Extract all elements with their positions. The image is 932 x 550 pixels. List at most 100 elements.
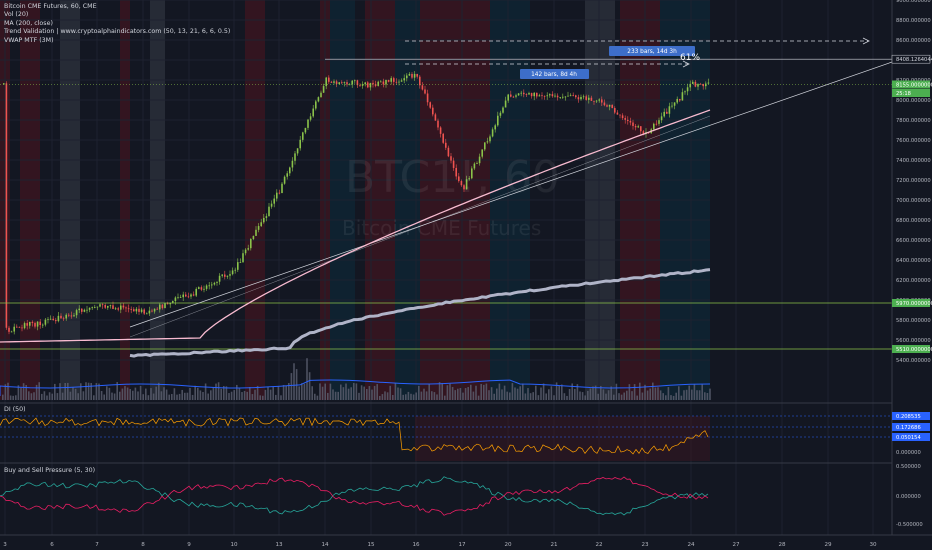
candle-body (601, 99, 603, 103)
volume-bar (329, 383, 332, 400)
volume-bar (43, 391, 46, 400)
candle-body (590, 97, 593, 101)
legend-ma[interactable]: MA (200, close) (4, 19, 53, 27)
volume-bar (293, 363, 295, 400)
candle-body (528, 93, 530, 95)
volume-bar (410, 393, 412, 400)
candle-body (57, 315, 60, 322)
volume-bar (41, 393, 43, 400)
candle-body (413, 73, 416, 78)
volume-bar (613, 394, 615, 400)
volume-bar (61, 392, 64, 400)
volume-bar (204, 383, 207, 400)
volume-bar (215, 383, 217, 400)
candle-body (229, 274, 231, 276)
volume-bar (550, 386, 553, 400)
chart-grid (0, 0, 874, 535)
volume-bar (230, 391, 233, 400)
candle-body (348, 84, 351, 86)
candle-body (655, 123, 658, 125)
volume-bar (285, 385, 287, 400)
candle-body (403, 78, 405, 81)
price-axis[interactable]: 9000.0000008800.0000008600.0000008400.00… (891, 0, 932, 535)
candle-body (312, 108, 314, 117)
volume-bar (210, 390, 212, 400)
candle-body (421, 85, 424, 90)
candle-body (385, 79, 387, 85)
legend-title[interactable]: Bitcoin CME Futures, 60, CME (4, 3, 97, 10)
candle-body (523, 92, 525, 95)
volume-bar (108, 387, 111, 400)
volume-bar (150, 388, 152, 400)
candle-body (551, 94, 554, 97)
volume-bar (85, 382, 87, 400)
volume-bar (496, 388, 498, 400)
candle-body (286, 173, 288, 177)
candle-body (452, 160, 455, 168)
candle-body (494, 125, 496, 130)
candle-body (676, 98, 678, 103)
volume-bar (116, 382, 118, 400)
volume-bar (298, 386, 300, 400)
volume-bar (540, 387, 542, 400)
legend-trend-validation[interactable]: Trend Validation | www.cryptoalphaindica… (4, 28, 231, 36)
price-tick-label: 6600.000000 (896, 238, 931, 244)
candle-body (299, 139, 301, 149)
volume-bar (623, 392, 625, 400)
volume-bar (100, 391, 103, 400)
candle-body (686, 87, 689, 92)
candle-body (237, 262, 239, 270)
volume-bar (488, 390, 490, 400)
volume-bar (464, 388, 467, 400)
candle-body (416, 73, 418, 77)
candle-body (564, 96, 567, 98)
legend-vwap[interactable]: VWAP MTF (3M) (4, 36, 54, 44)
volume-bar (579, 391, 581, 400)
volume-bar (545, 393, 547, 400)
buy-sell-pressure-pane: 0.500000 0.000000 -0.500000 (0, 462, 923, 528)
volume-bar (217, 382, 220, 400)
measure-text-2: 142 bars, 8d 4h (531, 72, 577, 78)
volume-bar (2, 394, 4, 400)
candle-body (588, 97, 590, 100)
candle-body (346, 82, 348, 85)
volume-bar (56, 393, 59, 400)
bsp-legend[interactable]: Buy and Sell Pressure (5, 30) (4, 467, 96, 474)
volume-bar (581, 392, 584, 400)
volume-bar (199, 390, 202, 400)
volume-bar (59, 383, 61, 400)
candle-body (146, 313, 148, 315)
price-label-text: 5970.0000000 (896, 301, 932, 307)
price-tick-label: 8000.000000 (896, 98, 931, 104)
volume-bar (129, 389, 131, 400)
candle-body (151, 310, 153, 312)
candle-body (689, 83, 691, 88)
di-legend[interactable]: DI (50) (4, 406, 26, 413)
candle-body (377, 81, 379, 86)
time-tick-label: 17 (458, 542, 466, 548)
candle-body (166, 303, 169, 305)
candle-body (447, 147, 450, 157)
candle-body (510, 94, 512, 97)
candle-body (94, 307, 96, 308)
volume-bar (228, 393, 230, 400)
candle-body (458, 176, 460, 182)
candle-body (406, 75, 408, 79)
volume-bar (9, 395, 12, 400)
volume-bar (683, 390, 685, 400)
time-tick-label: 28 (778, 542, 786, 548)
volume-bar (363, 386, 365, 400)
legend-volume[interactable]: Vol (20) (4, 11, 29, 19)
time-axis[interactable]: 3 6 7 8 9 10 13 14 15 16 17 20 21 22 23 24 27 28 29 30 (0, 534, 932, 548)
price-label-text: 5510.0000000 (896, 347, 932, 353)
volume-bar (646, 390, 649, 400)
volume-bar (659, 390, 662, 400)
di-label-text: 0.172686 (896, 425, 921, 431)
volume-bar (709, 388, 711, 400)
volume-bar (407, 391, 410, 400)
measure-text-1: 233 bars, 14d 3h (627, 49, 677, 55)
candle-body (26, 323, 28, 326)
volume-bar (126, 387, 129, 400)
candle-body (330, 81, 333, 83)
